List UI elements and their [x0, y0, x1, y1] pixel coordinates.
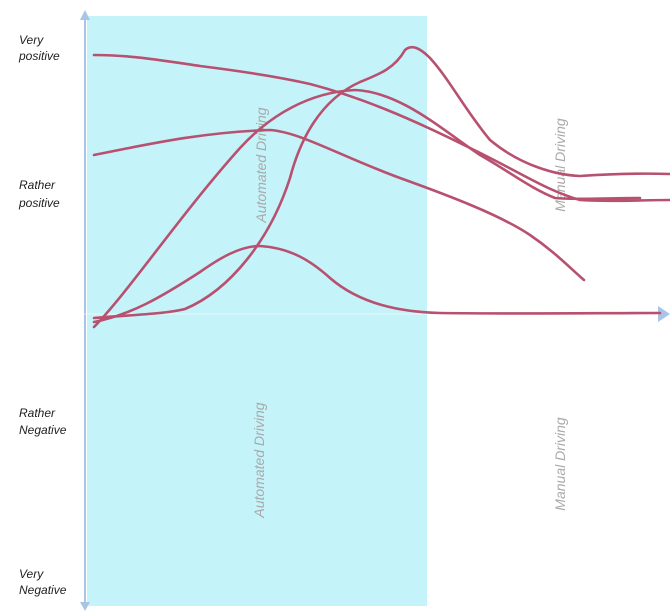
curve-2 — [92, 128, 586, 282]
label-rather-negative-line2: Negative — [19, 423, 67, 437]
label-rather-negative-line1: Rather — [19, 406, 56, 420]
phase-label-automated-lower: Automated Driving — [251, 402, 267, 518]
label-very-positive-line1: Very — [19, 33, 44, 47]
label-very-negative-line1: Very — [19, 567, 44, 581]
automated-driving-region — [87, 16, 427, 606]
curve-5 — [92, 244, 662, 324]
axis-arrow-right-icon — [658, 306, 670, 322]
label-rather-positive-line2: positive — [18, 196, 60, 210]
label-very-negative: Very Negative — [19, 567, 67, 597]
label-very-positive: Very positive — [18, 33, 60, 63]
phase-label-automated-upper: Automated Driving — [253, 107, 269, 223]
curve-3 — [92, 88, 642, 329]
curve-4 — [92, 45, 670, 320]
label-rather-positive-line1: Rather — [19, 178, 56, 192]
emotion-curves — [92, 45, 670, 329]
label-very-negative-line2: Negative — [19, 583, 67, 597]
label-rather-negative: Rather Negative — [19, 406, 67, 437]
phase-label-manual-upper: Manual Driving — [552, 118, 568, 212]
axis-arrow-down-icon — [80, 602, 90, 611]
vertical-axis — [80, 10, 90, 611]
phase-label-manual-lower: Manual Driving — [552, 417, 568, 511]
axis-arrow-up-icon — [80, 10, 90, 20]
label-very-positive-line2: positive — [18, 49, 60, 63]
label-rather-positive: Rather positive — [18, 178, 60, 210]
